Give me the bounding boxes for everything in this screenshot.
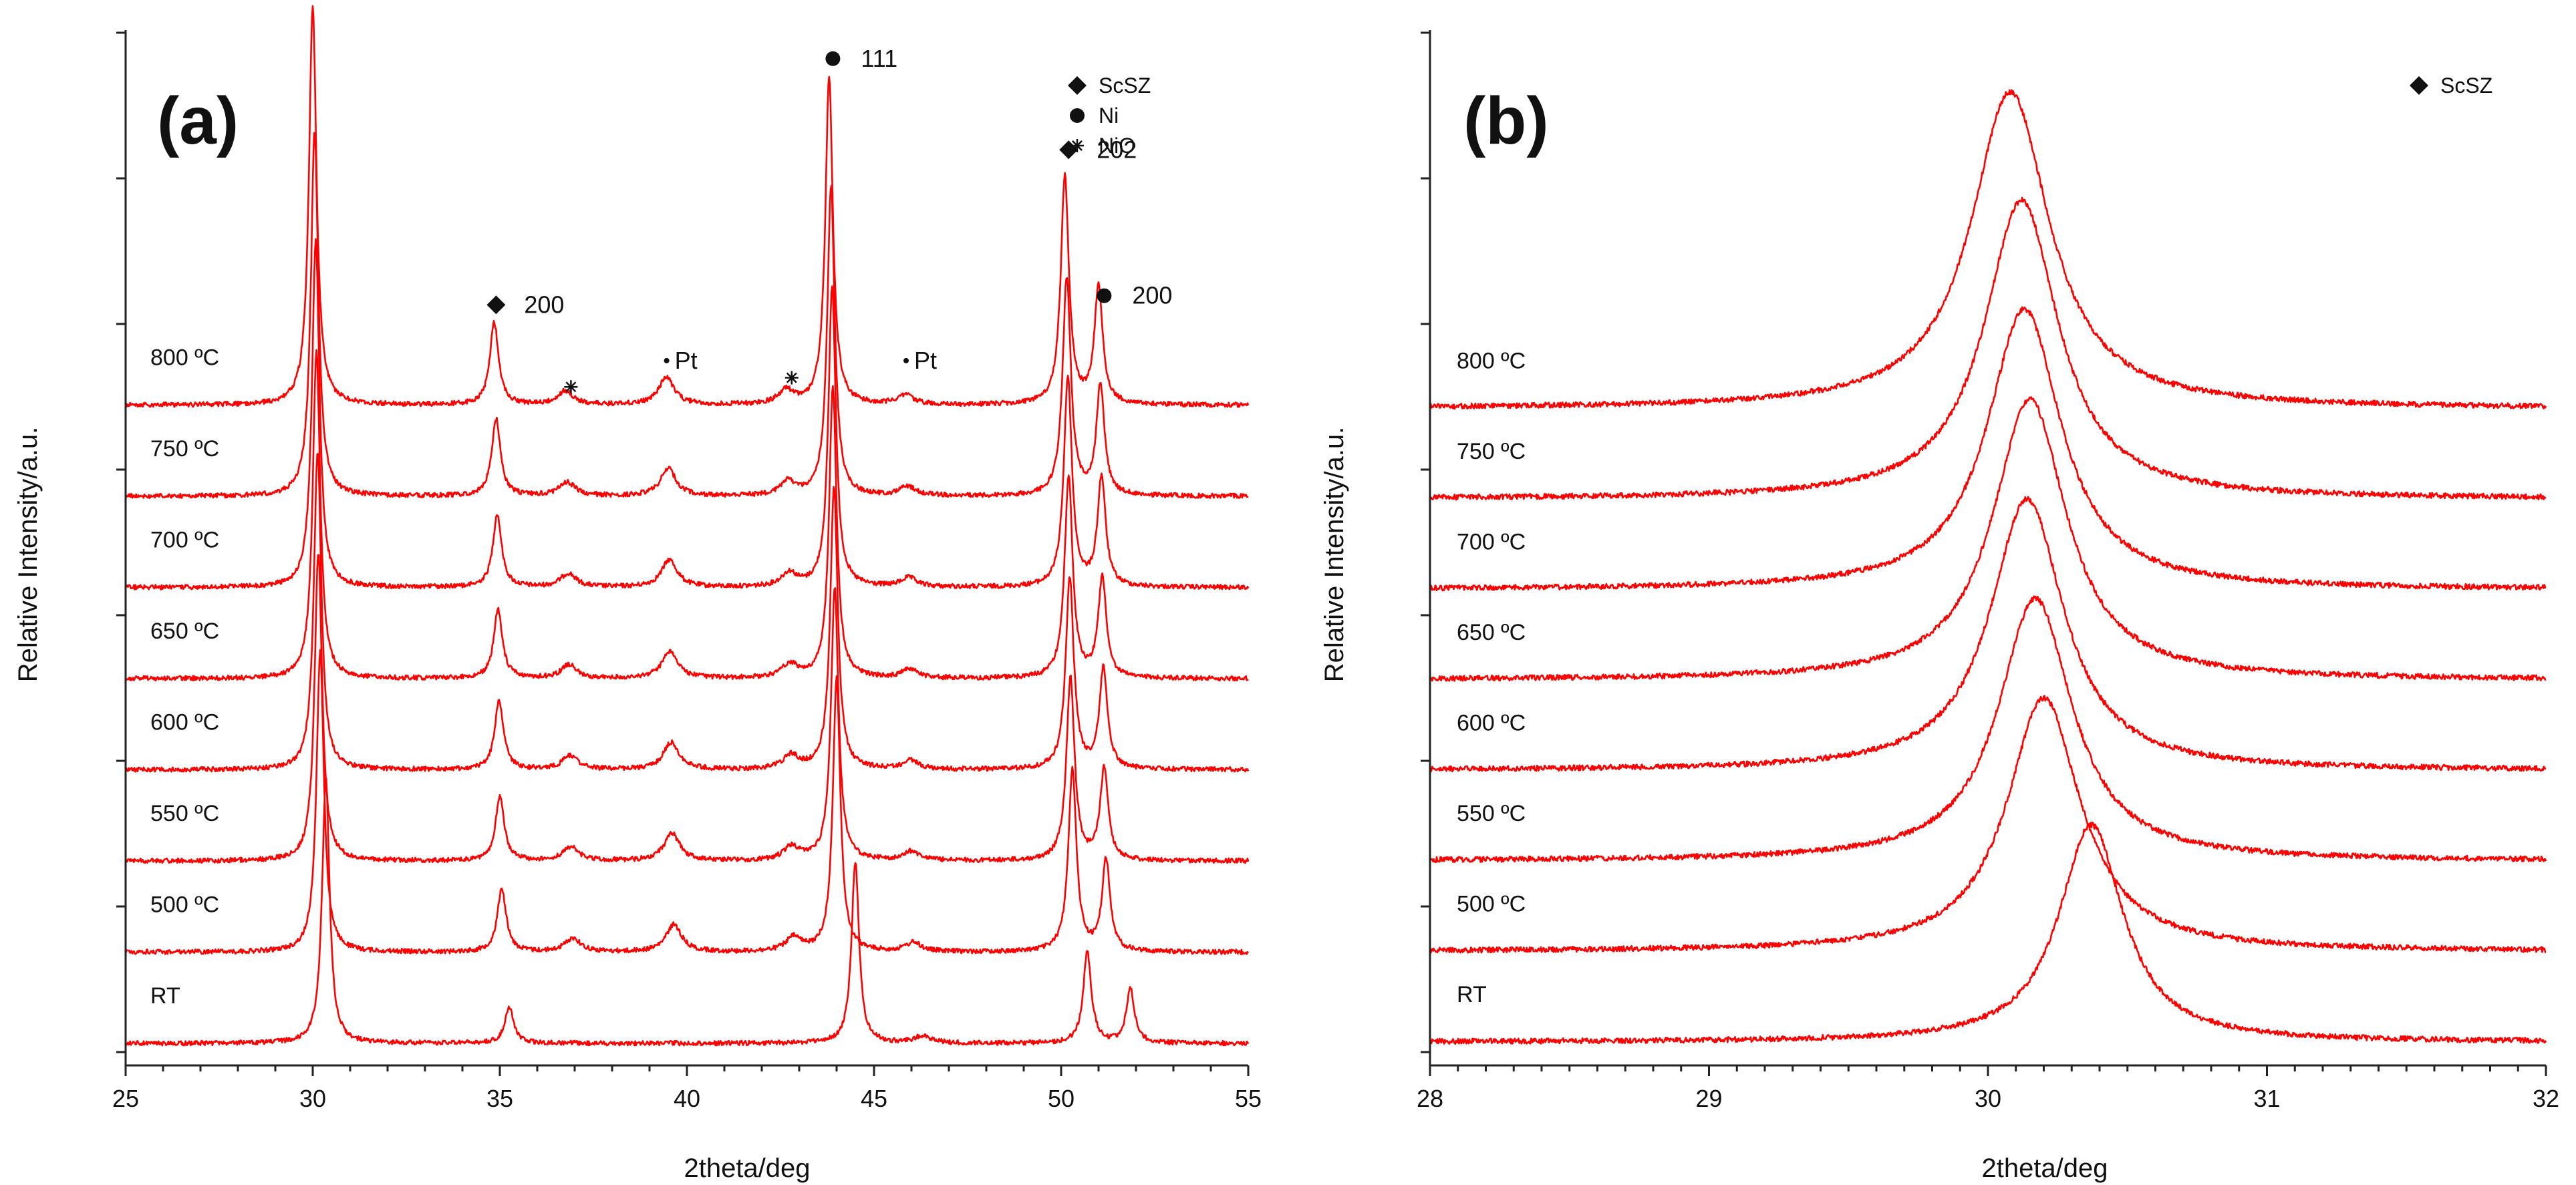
temperature-label: 550 ºC	[150, 801, 219, 826]
panel-a-y-axis-title: Relative Intensity/a.u.	[13, 427, 43, 682]
panel-b-traces	[1429, 89, 2547, 1045]
temperature-label: 750 ºC	[1457, 439, 1526, 464]
x-tick-label: 25	[112, 1085, 139, 1112]
peak-label: Pt	[914, 347, 937, 374]
trace-500-c	[124, 649, 1250, 955]
x-tick-label: 30	[299, 1085, 326, 1112]
trace-550-c	[1429, 595, 2547, 864]
x-tick-label: 50	[1048, 1085, 1075, 1112]
trace-650-c	[124, 349, 1249, 682]
panel-a-traces	[124, 5, 1250, 1047]
trace-rt	[1429, 822, 2547, 1045]
temperature-label: RT	[1457, 982, 1487, 1007]
temperature-label: 650 ºC	[1457, 620, 1526, 645]
temperature-label: 500 ºC	[150, 892, 219, 918]
trace-650-c	[1429, 396, 2547, 682]
x-tick-label: 31	[2253, 1085, 2280, 1112]
panel-b-legend: ScSZ	[2410, 73, 2492, 98]
legend-circle-marker	[1070, 108, 1085, 123]
panel-b-y-axis-title: Relative Intensity/a.u.	[1320, 427, 1349, 682]
temperature-label: 800 ºC	[1457, 349, 1526, 374]
temperature-label: 500 ºC	[1457, 892, 1526, 917]
asterisk-marker	[564, 380, 578, 394]
legend-asterisk-marker	[1070, 139, 1084, 152]
legend-label: ScSZ	[1099, 73, 1151, 98]
trace-750-c	[125, 132, 1249, 499]
temperature-label: RT	[150, 983, 180, 1009]
temperature-label: 650 ºC	[150, 619, 219, 644]
panel-a-x-axis-title: 2theta/deg	[684, 1154, 810, 1183]
trace-700-c	[1429, 306, 2547, 592]
pt-dot-marker	[903, 357, 909, 363]
trace-800-c	[1429, 89, 2547, 410]
asterisk-marker	[784, 371, 799, 385]
legend-diamond-marker	[2410, 76, 2428, 95]
panel-a-axes: 25 30 35 40 45 50 55	[112, 30, 1262, 1112]
peak-label: 200	[1132, 282, 1172, 309]
panel-b-temperature-labels: 800 ºC 750 ºC 700 ºC 650 ºC 600 ºC 550 ºC 500 …	[1457, 349, 1526, 1008]
legend-label: Ni	[1099, 104, 1119, 128]
trace-600-c	[1429, 496, 2547, 773]
x-tick-label: 40	[674, 1085, 700, 1112]
temperature-label: 550 ºC	[1457, 801, 1526, 826]
peak-label: Pt	[675, 347, 698, 374]
panel-a-temperature-labels: 800 ºC 750 ºC 700 ºC 650 ºC 600 ºC 550 ºC 500 …	[150, 345, 219, 1009]
x-tick-label: 29	[1695, 1085, 1722, 1112]
legend-diamond-marker	[1068, 76, 1087, 95]
trace-800-c	[124, 5, 1250, 408]
panel-a-peak-annotations: 111200111202200PtPt	[486, 45, 1172, 394]
trace-700-c	[124, 238, 1250, 590]
panel-a: (a) 2theta/deg Relative Intensity/a.u. 8…	[13, 5, 1262, 1183]
diamond-marker	[486, 295, 506, 315]
trace-500-c	[1429, 695, 2547, 954]
legend-label: ScSZ	[2440, 73, 2492, 98]
panel-a-legend: ScSZ Ni NiO	[1068, 73, 1151, 158]
temperature-label: 800 ºC	[150, 345, 219, 371]
peak-label: 200	[524, 291, 564, 318]
trace-750-c	[1429, 196, 2547, 501]
panel-b-letter: (b)	[1463, 83, 1549, 158]
trace-550-c	[124, 554, 1250, 864]
x-tick-label: 30	[1975, 1085, 2001, 1112]
trace-600-c	[125, 452, 1250, 773]
x-tick-label: 32	[2533, 1085, 2559, 1112]
temperature-label: 750 ºC	[150, 436, 219, 462]
circle-marker	[1097, 288, 1112, 303]
legend-label: NiO	[1099, 134, 1135, 158]
peak-label: 111	[861, 45, 897, 72]
panel-b: (b) 2theta/deg Relative Intensity/a.u. 8…	[1320, 30, 2559, 1183]
temperature-label: 600 ºC	[1457, 711, 1526, 736]
panel-a-letter: (a)	[157, 83, 239, 158]
x-tick-label: 35	[486, 1085, 513, 1112]
x-tick-label: 55	[1235, 1085, 1262, 1112]
x-tick-label: 45	[861, 1085, 887, 1112]
panel-b-x-axis-title: 2theta/deg	[1981, 1154, 2108, 1183]
peak-label: 202	[1097, 136, 1137, 163]
x-tick-label: 28	[1417, 1085, 1443, 1112]
circle-marker	[825, 51, 841, 66]
temperature-label: 700 ºC	[1457, 530, 1526, 555]
temperature-label: 600 ºC	[150, 710, 219, 735]
temperature-label: 700 ºC	[150, 528, 219, 553]
pt-dot-marker	[664, 357, 670, 363]
panel-b-axes: 28 29 30 31 32	[1417, 30, 2559, 1112]
trace-rt	[125, 778, 1250, 1047]
